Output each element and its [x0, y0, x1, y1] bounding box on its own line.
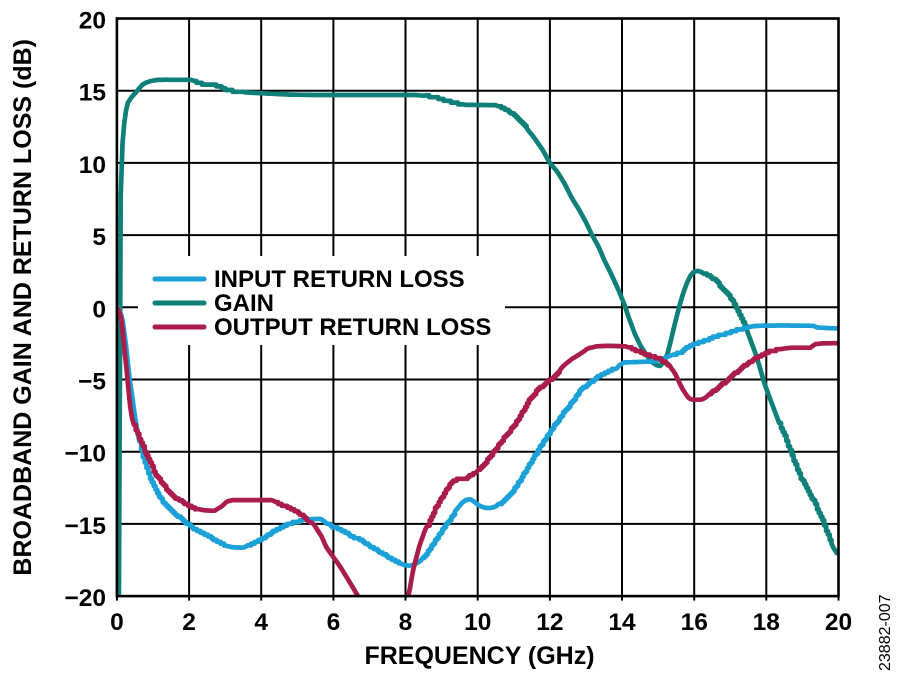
svg-text:20: 20	[825, 609, 852, 636]
svg-text:6: 6	[327, 609, 341, 636]
svg-text:−10: −10	[64, 441, 106, 468]
svg-text:−5: −5	[78, 369, 106, 396]
svg-text:12: 12	[536, 609, 563, 636]
svg-text:−20: −20	[64, 585, 106, 612]
svg-text:14: 14	[608, 609, 636, 636]
svg-text:8: 8	[399, 609, 413, 636]
svg-text:FREQUENCY (GHz): FREQUENCY (GHz)	[364, 642, 594, 670]
svg-text:10: 10	[79, 152, 106, 179]
svg-text:0: 0	[92, 296, 106, 323]
svg-text:INPUT RETURN LOSS: INPUT RETURN LOSS	[214, 266, 465, 293]
svg-text:2: 2	[182, 609, 196, 636]
svg-text:20: 20	[79, 8, 106, 35]
svg-text:10: 10	[464, 609, 491, 636]
svg-text:BROADBAND GAIN AND RETURN LOSS: BROADBAND GAIN AND RETURN LOSS (dB)	[9, 39, 37, 576]
svg-text:4: 4	[254, 609, 268, 636]
svg-text:23882-007: 23882-007	[877, 594, 894, 671]
svg-text:0: 0	[110, 609, 124, 636]
svg-text:5: 5	[92, 224, 106, 251]
svg-text:GAIN: GAIN	[214, 290, 274, 317]
svg-text:18: 18	[753, 609, 780, 636]
svg-text:OUTPUT RETURN LOSS: OUTPUT RETURN LOSS	[214, 314, 491, 341]
svg-text:16: 16	[681, 609, 708, 636]
svg-text:−15: −15	[64, 513, 106, 540]
svg-text:15: 15	[79, 80, 106, 107]
